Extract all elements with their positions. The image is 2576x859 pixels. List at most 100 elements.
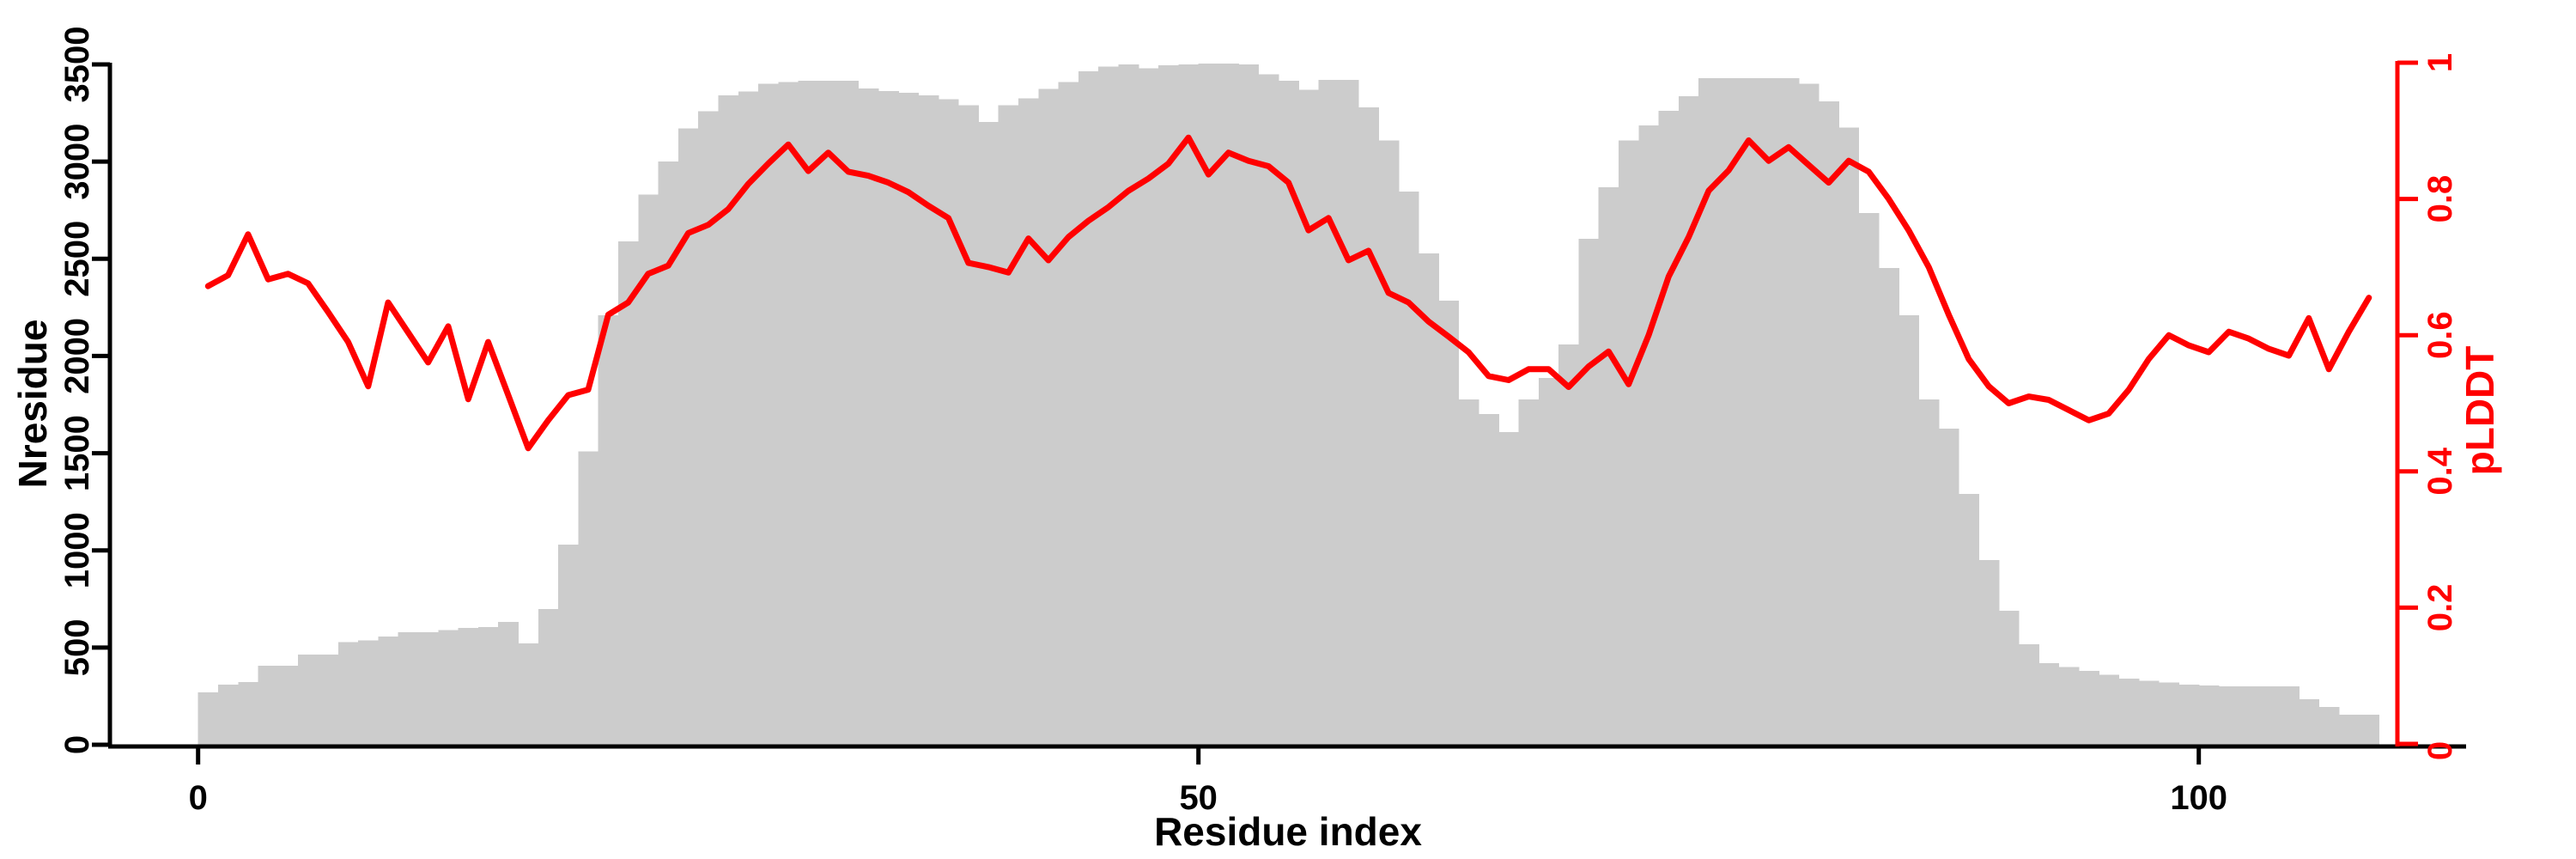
- bar: [1278, 81, 1299, 746]
- bar: [318, 655, 339, 746]
- x-tick-label: 100: [2170, 779, 2227, 817]
- y-left-tick-label: 0: [58, 735, 96, 754]
- bar: [477, 627, 499, 746]
- bar: [1598, 187, 1619, 746]
- bar: [378, 637, 399, 746]
- y-right-tick-label: 0.2: [2421, 584, 2459, 632]
- bar: [2138, 680, 2160, 746]
- bar: [2299, 698, 2320, 746]
- bar: [1318, 80, 1340, 746]
- bar: [1419, 253, 1439, 746]
- bar: [1638, 125, 1660, 746]
- y-left-tick-label: 1500: [58, 415, 96, 491]
- bar: [1458, 399, 1479, 746]
- bar: [1658, 111, 1680, 746]
- bar: [1198, 63, 1219, 746]
- bar: [1138, 68, 1159, 746]
- bar: [1698, 77, 1720, 746]
- y-right-tick-label: 1: [2421, 53, 2459, 72]
- y-left-tick-label: 2000: [58, 318, 96, 394]
- bar: [1498, 432, 1520, 746]
- bar: [1578, 238, 1600, 746]
- bar: [1819, 101, 1839, 746]
- bar: [1858, 212, 1880, 746]
- bar: [618, 241, 639, 746]
- bar: [658, 161, 679, 746]
- bar: [918, 95, 939, 746]
- bar: [898, 92, 920, 746]
- bar: [1678, 95, 1699, 746]
- bar: [2019, 644, 2039, 746]
- bar: [1078, 70, 1099, 746]
- bar: [2159, 682, 2179, 746]
- bar: [1959, 494, 1979, 746]
- bar: [978, 121, 999, 746]
- bar: [1158, 65, 1179, 746]
- bar: [1398, 192, 1419, 746]
- y-left-axis-title: Nresidue: [10, 320, 55, 489]
- bar: [2118, 679, 2140, 746]
- bar: [358, 640, 379, 746]
- bar: [458, 628, 479, 746]
- bar: [758, 83, 779, 746]
- bar: [1098, 66, 1120, 746]
- bar: [337, 642, 359, 746]
- y-right-tick-label: 0: [2421, 741, 2459, 760]
- bar: [1738, 77, 1759, 746]
- bar: [598, 314, 619, 746]
- bar: [858, 88, 879, 746]
- bar: [1338, 80, 1359, 746]
- y-left-tick-label: 1000: [58, 512, 96, 588]
- y-left-tick-label: 3000: [58, 124, 96, 200]
- bar: [2219, 686, 2239, 746]
- bar: [798, 81, 819, 746]
- y-right-axis-title: pLDDT: [2458, 346, 2502, 476]
- bar: [1218, 63, 1239, 746]
- y-right-tick-label: 0.8: [2421, 175, 2459, 223]
- bar: [1018, 98, 1039, 746]
- bar: [298, 655, 319, 746]
- bar: [1718, 77, 1740, 746]
- bar: [2198, 685, 2220, 746]
- bar: [2038, 663, 2060, 746]
- bar: [538, 609, 559, 746]
- y-left-tick-label: 3500: [58, 27, 96, 103]
- bar: [2338, 714, 2360, 746]
- bar: [1798, 83, 1820, 746]
- bar: [2178, 684, 2200, 746]
- x-axis: 0 50 100: [108, 744, 2466, 817]
- bar: [1619, 140, 1639, 746]
- nresidue-bars: [197, 63, 2379, 746]
- bar: [1518, 399, 1540, 746]
- bar: [218, 684, 239, 746]
- bar: [738, 91, 759, 746]
- bar: [677, 128, 699, 746]
- bar: [1778, 77, 1800, 746]
- bar: [2058, 667, 2080, 746]
- bar: [1238, 64, 1260, 746]
- bar: [2318, 706, 2340, 746]
- y-right-tick-label: 0.4: [2421, 447, 2459, 495]
- bar: [558, 544, 579, 746]
- bar: [2239, 686, 2260, 746]
- bar: [498, 622, 519, 746]
- x-tick-label: 50: [1179, 779, 1218, 817]
- bar: [578, 451, 599, 746]
- bar: [778, 82, 799, 746]
- bar: [2078, 671, 2099, 746]
- bar: [1998, 611, 2020, 746]
- y-right-tick-label: 0.6: [2421, 311, 2459, 359]
- bar: [258, 666, 279, 746]
- bar: [1878, 267, 1899, 746]
- bar: [277, 666, 299, 746]
- bar: [1118, 64, 1139, 746]
- x-tick-label: 0: [189, 779, 208, 817]
- bar: [1438, 301, 1460, 746]
- y-left-tick-label: 2500: [58, 221, 96, 297]
- y-axis-right: 0 0.2 0.4 0.6 0.8 1: [2395, 53, 2459, 760]
- bar: [1759, 77, 1779, 746]
- bar: [958, 105, 979, 746]
- bar: [1058, 82, 1079, 746]
